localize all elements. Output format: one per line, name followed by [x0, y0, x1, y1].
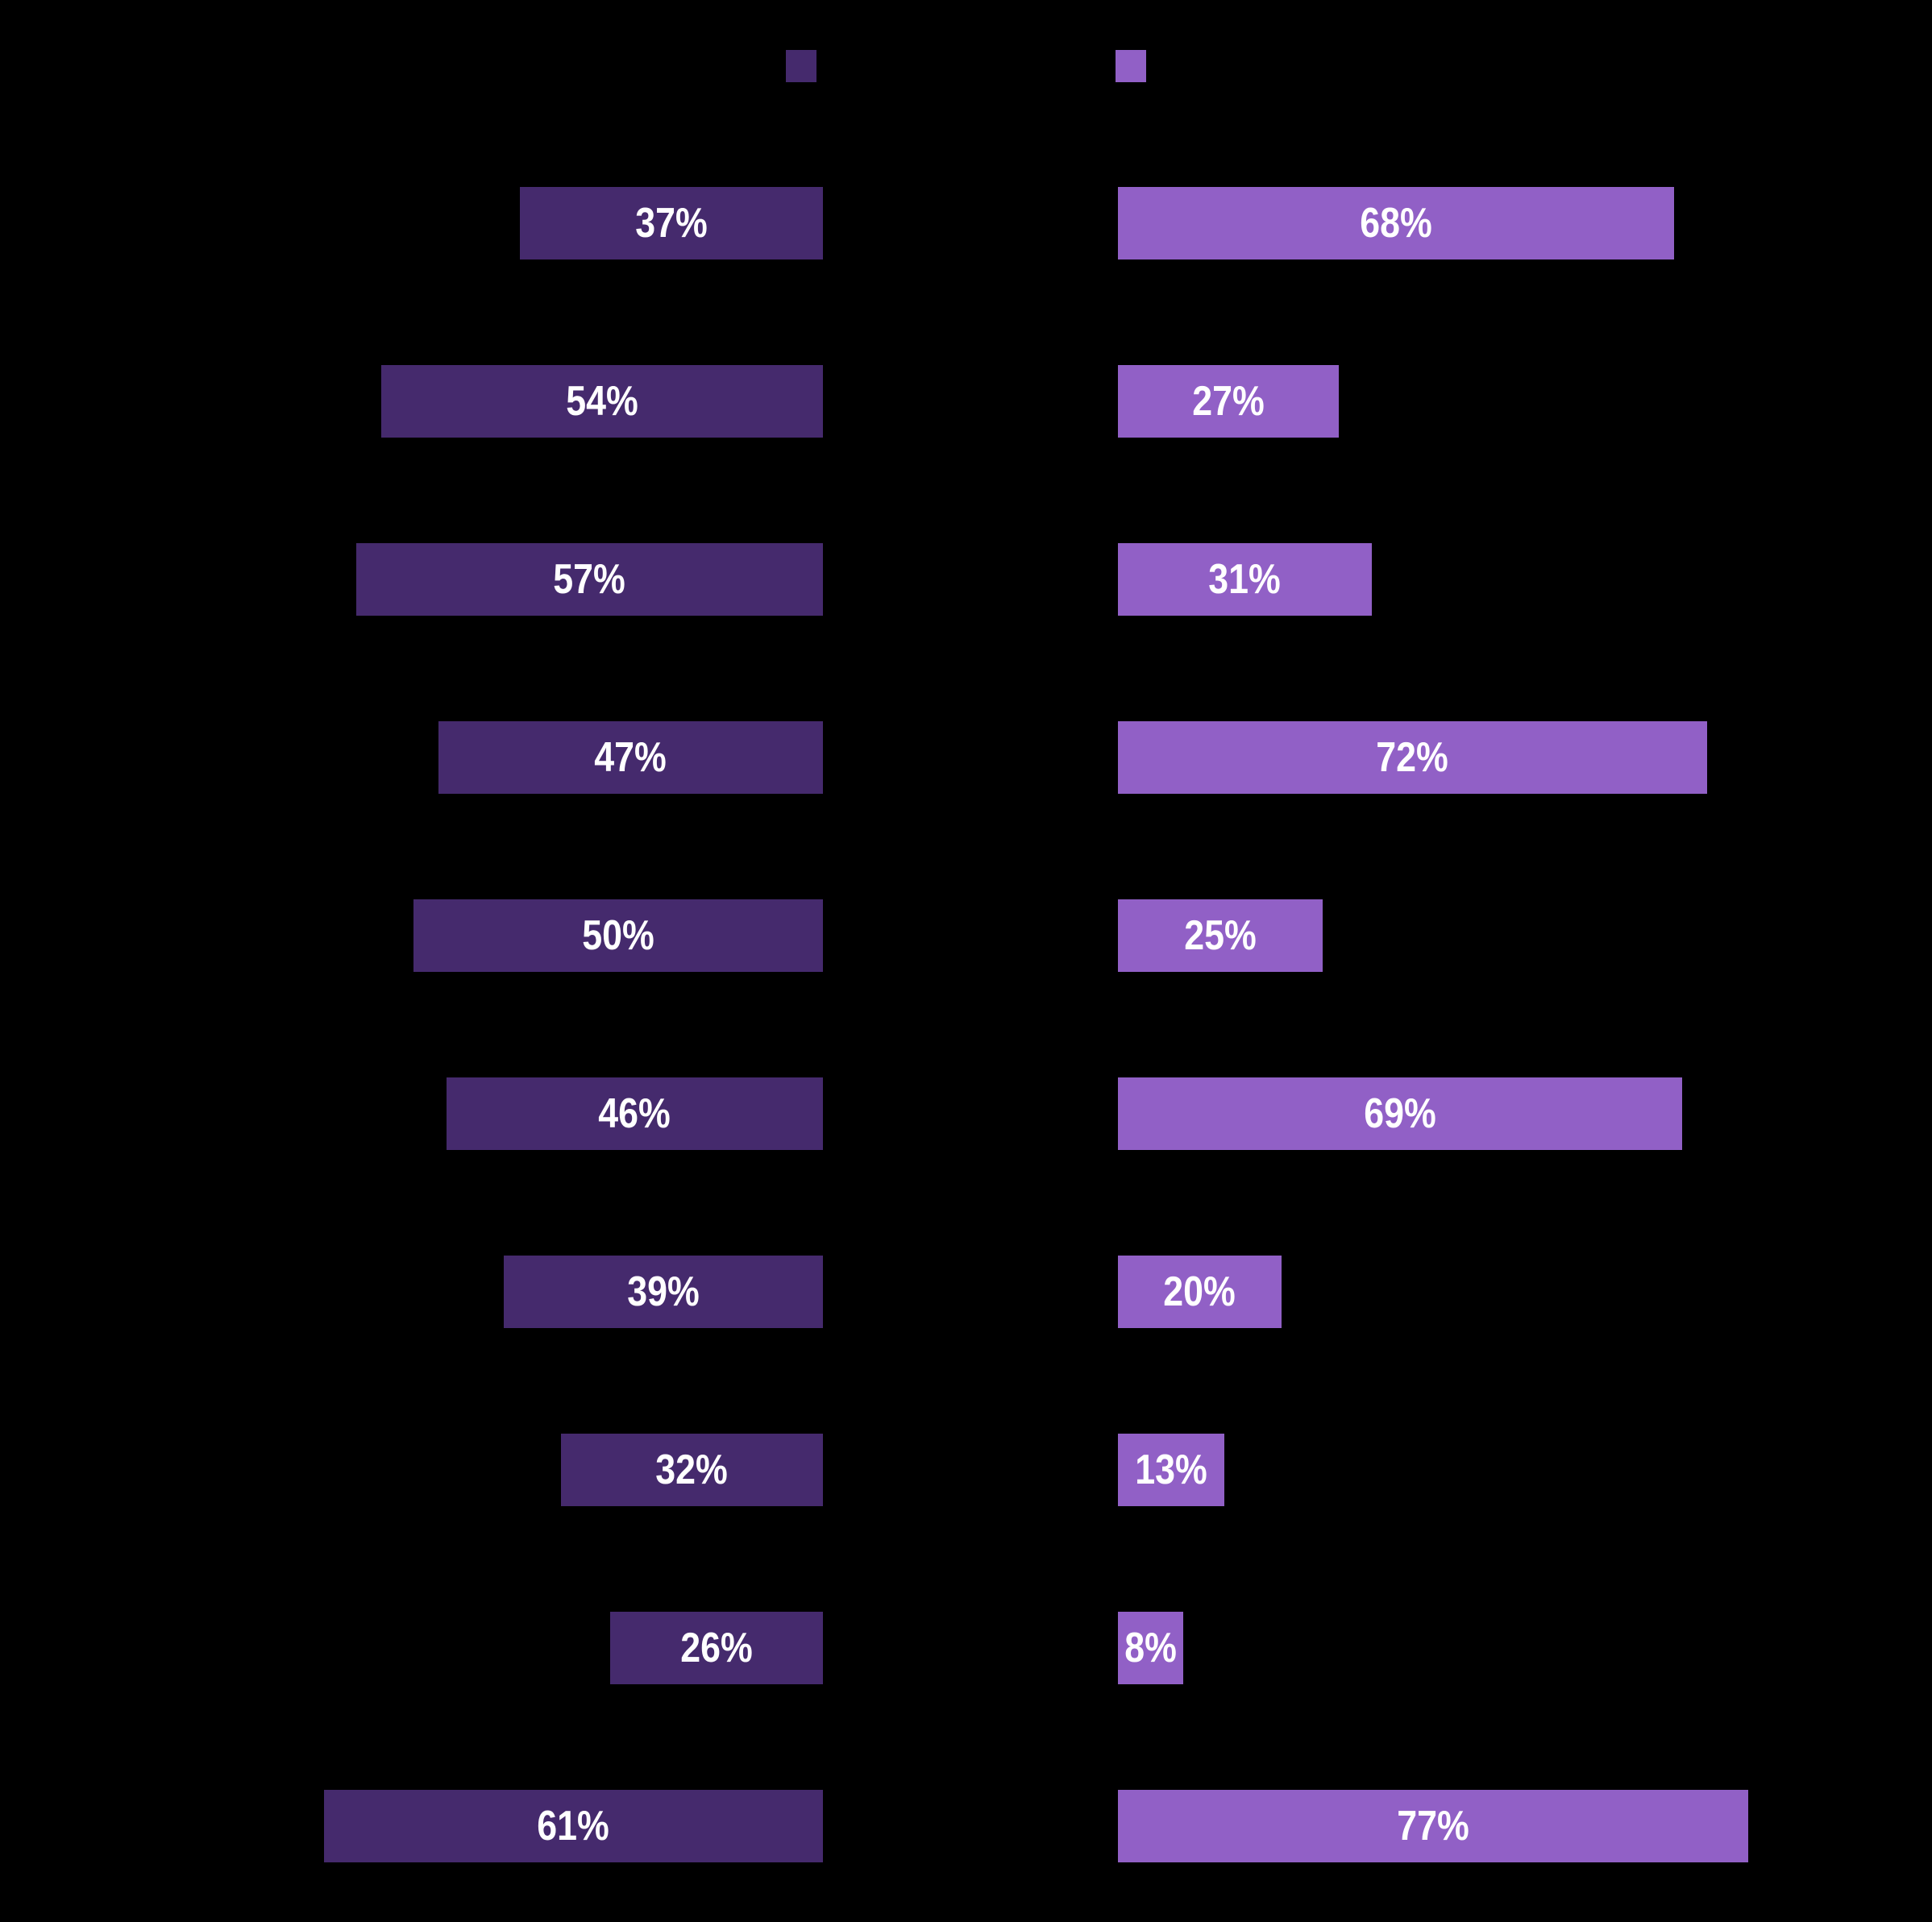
bar-value-label: 72%: [1376, 734, 1449, 781]
bar-value-label: 32%: [655, 1447, 729, 1493]
light-bar: 8%: [1118, 1612, 1183, 1684]
dark-bar: 39%: [504, 1256, 823, 1328]
dark-bar: 61%: [324, 1790, 823, 1862]
dark-bar: 32%: [561, 1434, 823, 1506]
bar-value-label: 47%: [594, 734, 667, 781]
bar-value-label: 46%: [598, 1090, 671, 1137]
bar-value-label: 61%: [537, 1803, 610, 1849]
bar-value-label: 20%: [1163, 1268, 1236, 1315]
bar-value-label: 27%: [1192, 378, 1265, 425]
light-bar: 20%: [1118, 1256, 1282, 1328]
light-bar: 13%: [1118, 1434, 1224, 1506]
legend-swatch-dark-icon: [786, 50, 816, 82]
bar-value-label: 8%: [1124, 1625, 1177, 1671]
dark-bar: 54%: [381, 365, 823, 438]
dark-bar: 26%: [610, 1612, 823, 1684]
bar-value-label: 39%: [627, 1268, 700, 1315]
light-bar: 68%: [1118, 187, 1674, 259]
bar-value-label: 13%: [1135, 1447, 1207, 1493]
bar-value-label: 31%: [1208, 556, 1282, 603]
dark-bar: 47%: [438, 721, 823, 794]
dark-bar: 57%: [356, 543, 823, 616]
dark-bar: 37%: [520, 187, 823, 259]
dark-bar: 46%: [447, 1077, 823, 1150]
light-bar: 77%: [1118, 1790, 1748, 1862]
bar-value-label: 69%: [1364, 1090, 1436, 1137]
light-bar: 25%: [1118, 899, 1323, 972]
legend-swatch-light-icon: [1116, 50, 1146, 82]
bar-value-label: 26%: [680, 1625, 753, 1671]
light-bar: 69%: [1118, 1077, 1682, 1150]
light-bar: 72%: [1118, 721, 1707, 794]
light-bar: 27%: [1118, 365, 1339, 438]
bar-value-label: 57%: [553, 556, 626, 603]
bar-value-label: 37%: [635, 200, 708, 247]
bar-value-label: 50%: [582, 912, 654, 959]
bar-value-label: 68%: [1360, 200, 1432, 247]
bar-value-label: 25%: [1184, 912, 1257, 959]
dark-bar: 50%: [413, 899, 823, 972]
light-bar: 31%: [1118, 543, 1372, 616]
bar-value-label: 77%: [1397, 1803, 1469, 1849]
bar-value-label: 54%: [566, 378, 638, 425]
